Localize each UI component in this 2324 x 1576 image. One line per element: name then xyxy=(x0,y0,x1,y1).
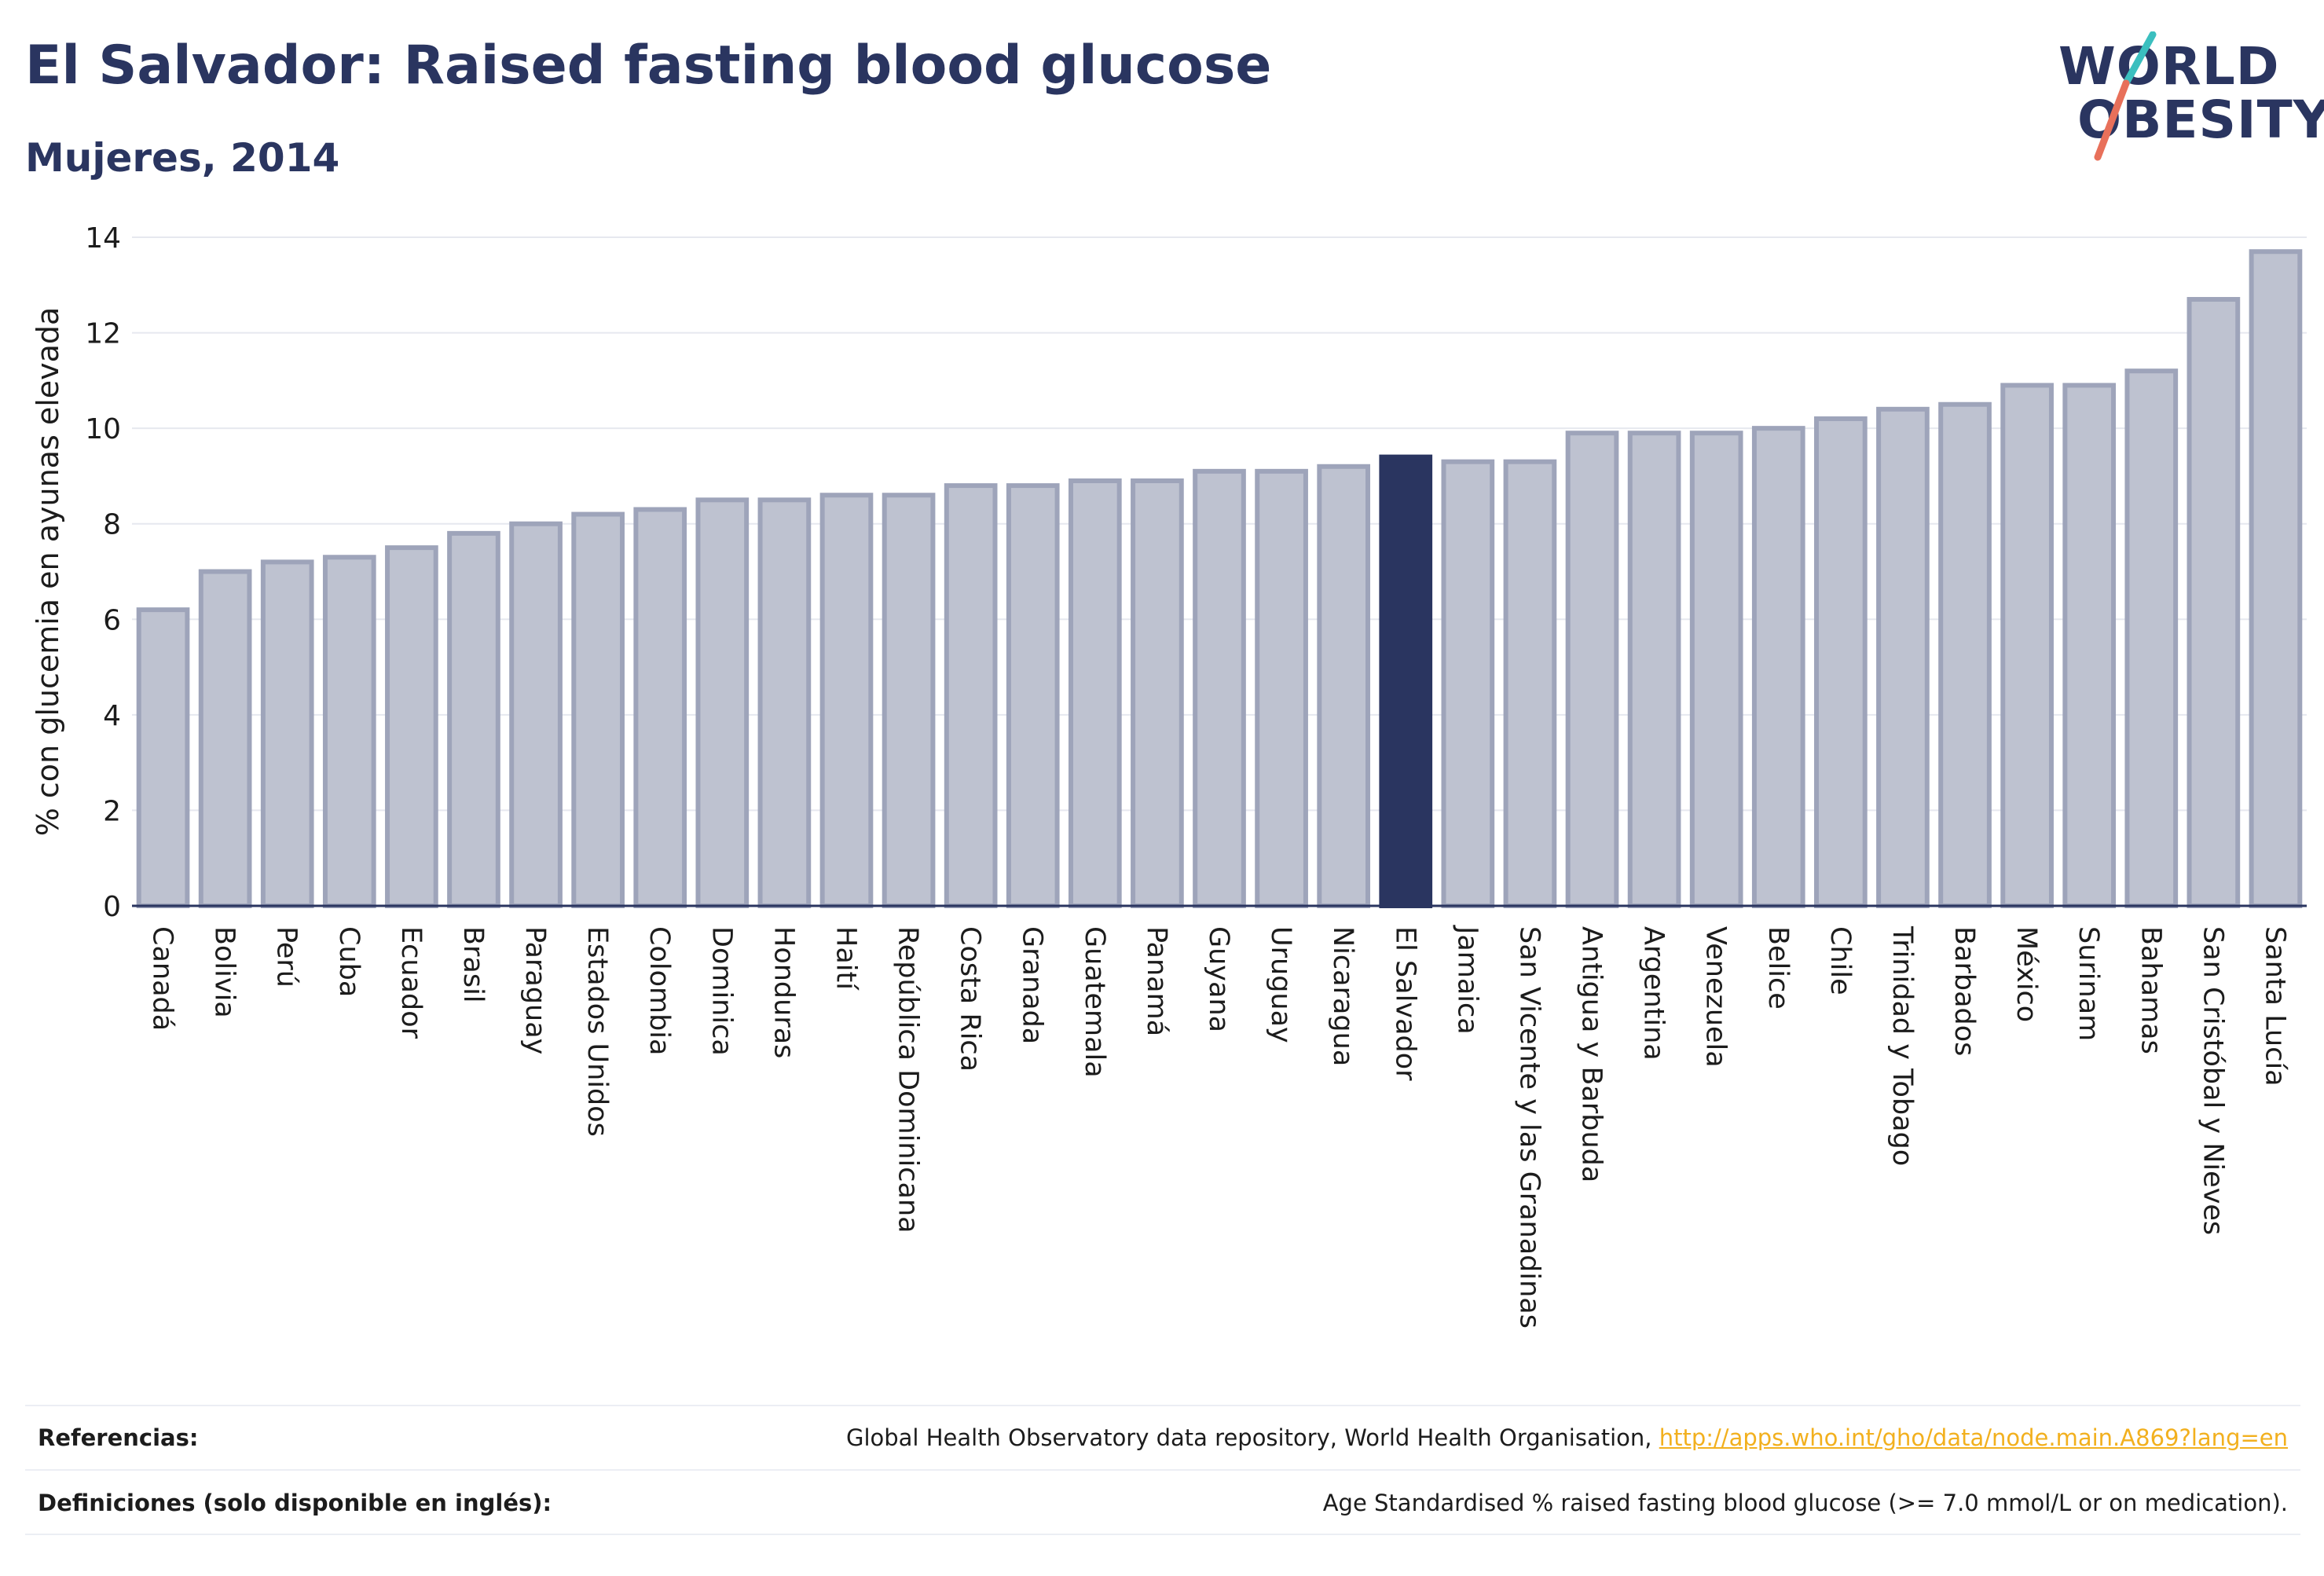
bar xyxy=(1131,478,1184,908)
bar xyxy=(1938,401,1992,908)
y-tick-label: 10 xyxy=(85,413,121,445)
bar xyxy=(447,530,500,908)
bar xyxy=(1379,454,1433,908)
y-tick-label: 0 xyxy=(103,891,121,923)
bar-chart: 0 2 4 6 8 10 12 14 % con glucemia en ayunas elev… xyxy=(31,222,2307,1329)
footer-divider-top xyxy=(25,1405,2300,1406)
x-tick-label: Guyana xyxy=(1203,926,1234,1032)
x-tick-label: Bolivia xyxy=(209,926,240,1018)
bar xyxy=(1193,468,1246,908)
bar xyxy=(882,493,936,908)
bar xyxy=(136,607,190,909)
y-tick-label: 12 xyxy=(85,318,121,350)
x-tick-label: Granada xyxy=(1017,926,1048,1044)
x-tick-label: Barbados xyxy=(1948,926,1980,1056)
x-tick-label: Estados Unidos xyxy=(581,926,613,1137)
x-tick-label: Argentina xyxy=(1638,926,1670,1061)
bar xyxy=(509,521,563,908)
x-tick-label: San Cristóbal y Nieves xyxy=(2197,926,2228,1235)
footer-divider-middle xyxy=(25,1469,2300,1471)
references-text: Global Health Observatory data repositor… xyxy=(845,1424,1659,1451)
bar xyxy=(260,559,314,908)
world-obesity-logo: WORLD OBESITY xyxy=(2043,31,2324,173)
x-tick-label: Costa Rica xyxy=(955,926,986,1072)
references-label: Referencias: xyxy=(38,1424,199,1451)
x-tick-label: Dominica xyxy=(706,926,737,1056)
x-tick-label: República Dominicana xyxy=(893,926,924,1233)
bar xyxy=(2124,368,2179,908)
bar xyxy=(1689,431,1743,908)
x-tick-label: Surinam xyxy=(2073,926,2104,1041)
definitions-row: Definiciones (solo disponible en inglés)… xyxy=(25,1490,2300,1521)
x-tick-label: Honduras xyxy=(768,926,799,1058)
bar xyxy=(1876,406,1930,908)
x-tick-label: Venezuela xyxy=(1700,926,1732,1068)
x-tick-label: Guatemala xyxy=(1079,926,1110,1078)
y-tick-label: 2 xyxy=(103,795,121,827)
chart-subtitle: Mujeres, 2014 xyxy=(25,135,340,181)
y-tick-label: 6 xyxy=(103,604,121,636)
references-row: Referencias: Global Health Observatory d… xyxy=(25,1424,2300,1456)
references-value: Global Health Observatory data repositor… xyxy=(846,1424,2288,1451)
x-tick-label: Canadá xyxy=(147,926,178,1031)
x-tick-label: Colombia xyxy=(643,926,675,1055)
bar xyxy=(633,507,687,908)
x-tick-label: Antigua y Barbuda xyxy=(1576,926,1607,1182)
bar xyxy=(695,497,750,908)
bar xyxy=(819,493,874,908)
bar xyxy=(1068,478,1122,908)
x-tick-label: Ecuador xyxy=(395,926,427,1039)
bar xyxy=(757,497,812,908)
references-link[interactable]: http://apps.who.int/gho/data/node.main.A… xyxy=(1659,1424,2288,1451)
bar xyxy=(1814,416,1868,908)
logo-line-1: WORLD xyxy=(2058,36,2280,97)
chart-title: El Salvador: Raised fasting blood glucos… xyxy=(25,35,1272,97)
logo-slash-icon xyxy=(2094,31,2157,161)
x-tick-label: El Salvador xyxy=(1389,926,1420,1081)
y-tick-label: 8 xyxy=(103,509,121,541)
definitions-label: Definiciones (solo disponible en inglés)… xyxy=(38,1490,552,1516)
y-tick-label: 14 xyxy=(85,222,121,255)
bar xyxy=(1751,426,1805,908)
x-tick-label: Santa Lucía xyxy=(2259,926,2290,1087)
x-tick-label: Cuba xyxy=(333,926,365,997)
bar xyxy=(1255,468,1308,908)
bar xyxy=(2249,249,2303,908)
bar xyxy=(1006,483,1060,908)
footer-divider-bottom xyxy=(25,1534,2300,1535)
bar xyxy=(944,483,998,908)
bar xyxy=(322,555,376,908)
bar xyxy=(1627,431,1681,908)
x-tick-label: San Vicente y las Granadinas xyxy=(1513,926,1545,1329)
bar xyxy=(2187,297,2241,908)
x-tick-label: Nicaragua xyxy=(1327,926,1358,1066)
x-tick-label: Trinidad y Tobago xyxy=(1886,925,1918,1166)
y-tick-label: 4 xyxy=(103,700,121,732)
bar xyxy=(385,545,438,908)
definitions-value: Age Standardised % raised fasting blood … xyxy=(1322,1490,2288,1516)
x-tick-label: Uruguay xyxy=(1265,926,1296,1043)
bar xyxy=(2062,383,2117,908)
x-tick-label: Perú xyxy=(271,926,302,988)
bar xyxy=(1565,431,1619,908)
x-tick-label: Panamá xyxy=(1141,926,1172,1036)
bar xyxy=(1317,464,1371,908)
bar xyxy=(571,511,625,908)
bar xyxy=(1503,459,1557,908)
x-tick-label: Jamaica xyxy=(1451,925,1483,1035)
x-tick-label: Chile xyxy=(1824,926,1856,995)
x-tick-label: Paraguay xyxy=(519,926,551,1054)
bar xyxy=(198,569,252,908)
x-tick-label: Belice xyxy=(1762,926,1794,1010)
bar xyxy=(1441,459,1495,908)
bar xyxy=(2000,383,2054,908)
x-tick-label: Brasil xyxy=(457,926,489,1003)
x-tick-label: Haití xyxy=(830,926,861,991)
x-tick-label: México xyxy=(2011,926,2042,1022)
x-tick-label: Bahamas xyxy=(2135,926,2166,1054)
y-axis-label: % con glucemia en ayunas elevada xyxy=(31,307,65,837)
